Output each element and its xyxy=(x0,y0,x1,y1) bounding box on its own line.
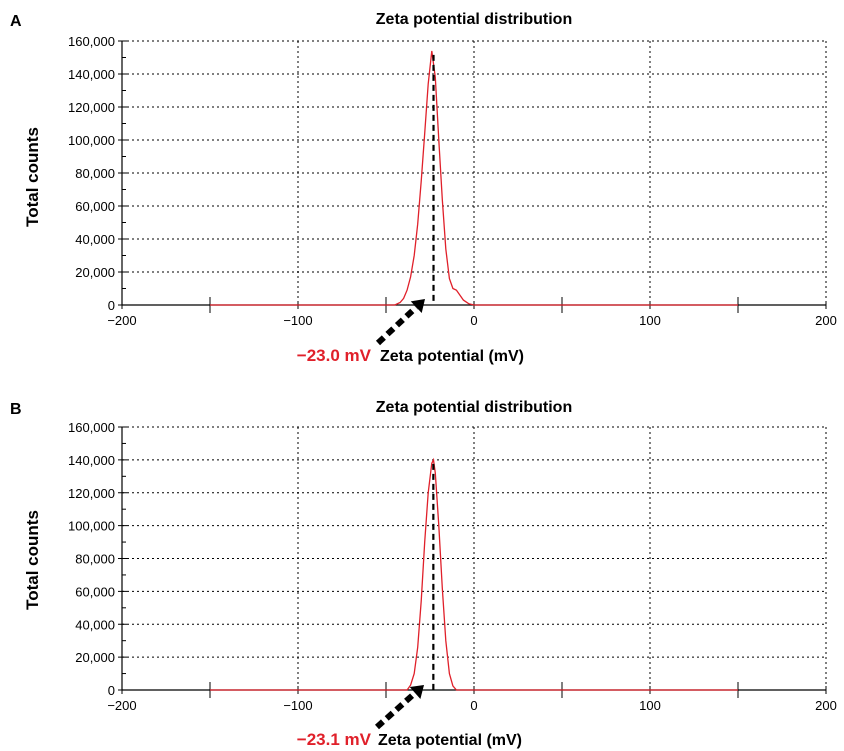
panel-a: A Zeta potential distribution Total coun… xyxy=(10,11,837,365)
panel-b: B Zeta potential distribution Total coun… xyxy=(10,399,837,749)
panel-b-grid xyxy=(122,427,826,690)
y-tick-label: 160,000 xyxy=(68,420,115,435)
y-tick-label: 100,000 xyxy=(68,133,115,148)
x-tick-label: −100 xyxy=(283,313,312,328)
panel-a-peak-label: −23.0 mV xyxy=(297,346,372,365)
y-tick-label: 120,000 xyxy=(68,486,115,501)
panel-b-peak-label: −23.1 mV xyxy=(297,730,372,749)
x-tick-label: 100 xyxy=(639,698,661,713)
panel-b-arrow-icon xyxy=(377,685,424,727)
y-tick-label: 0 xyxy=(108,298,115,313)
y-tick-label: 140,000 xyxy=(68,67,115,82)
x-tick-label: 0 xyxy=(470,313,477,328)
y-tick-label: 120,000 xyxy=(68,100,115,115)
y-tick-label: 20,000 xyxy=(75,265,115,280)
x-tick-label: 200 xyxy=(815,313,837,328)
y-tick-label: 80,000 xyxy=(75,552,115,567)
panel-a-grid xyxy=(122,41,826,305)
y-tick-label: 40,000 xyxy=(75,617,115,632)
y-tick-label: 160,000 xyxy=(68,34,115,49)
panel-b-title: Zeta potential distribution xyxy=(376,399,572,416)
panel-a-ticks: 0 20,000 40,000 60,000 80,000 100,000 120,000 1… xyxy=(68,34,837,328)
x-tick-label: 100 xyxy=(639,313,661,328)
panel-a-title: Zeta potential distribution xyxy=(376,11,572,28)
y-tick-label: 20,000 xyxy=(75,650,115,665)
panel-b-ticks: 0 20,000 40,000 60,000 80,000 100,000 120,000 1… xyxy=(68,420,837,713)
x-tick-label: −200 xyxy=(107,698,136,713)
y-tick-label: 40,000 xyxy=(75,232,115,247)
y-tick-label: 140,000 xyxy=(68,453,115,468)
panel-b-xlabel: Zeta potential (mV) xyxy=(378,732,522,749)
y-tick-label: 80,000 xyxy=(75,166,115,181)
panel-a-label: A xyxy=(10,13,22,30)
y-tick-label: 0 xyxy=(108,683,115,698)
x-tick-label: −200 xyxy=(107,313,136,328)
x-tick-label: 200 xyxy=(815,698,837,713)
panel-a-xlabel: Zeta potential (mV) xyxy=(380,348,524,365)
panel-a-ylabel: Total counts xyxy=(23,127,42,227)
panel-b-series-line xyxy=(210,460,738,690)
panel-b-label: B xyxy=(10,401,22,418)
y-tick-label: 60,000 xyxy=(75,584,115,599)
panel-b-ylabel: Total counts xyxy=(23,510,42,610)
x-tick-label: −100 xyxy=(283,698,312,713)
y-tick-label: 100,000 xyxy=(68,519,115,534)
x-tick-label: 0 xyxy=(470,698,477,713)
y-tick-label: 60,000 xyxy=(75,199,115,214)
